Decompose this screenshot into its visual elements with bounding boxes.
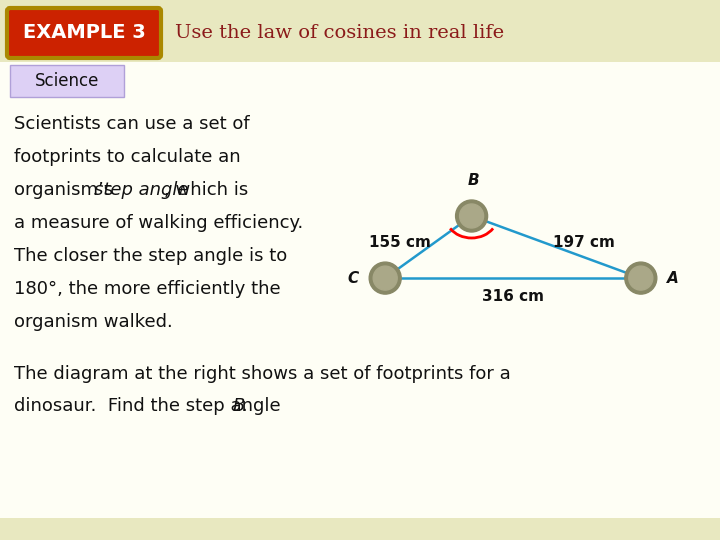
- Text: EXAMPLE 3: EXAMPLE 3: [22, 24, 145, 43]
- Text: The closer the step angle is to: The closer the step angle is to: [14, 247, 287, 265]
- FancyBboxPatch shape: [10, 65, 124, 97]
- Text: B: B: [233, 397, 245, 415]
- Text: a measure of walking efficiency.: a measure of walking efficiency.: [14, 214, 303, 232]
- Circle shape: [459, 204, 484, 228]
- Text: footprints to calculate an: footprints to calculate an: [14, 148, 240, 166]
- Text: B: B: [468, 173, 480, 188]
- Text: .: .: [241, 397, 247, 415]
- FancyBboxPatch shape: [0, 518, 720, 540]
- Circle shape: [625, 262, 657, 294]
- Text: dinosaur.  Find the step angle: dinosaur. Find the step angle: [14, 397, 287, 415]
- Text: organism walked.: organism walked.: [14, 313, 173, 331]
- Circle shape: [373, 266, 397, 290]
- FancyBboxPatch shape: [7, 8, 161, 58]
- Text: A: A: [667, 271, 678, 286]
- Text: Use the law of cosines in real life: Use the law of cosines in real life: [175, 24, 504, 42]
- Text: C: C: [348, 271, 359, 286]
- Text: 316 cm: 316 cm: [482, 288, 544, 303]
- FancyBboxPatch shape: [0, 0, 720, 62]
- Text: step angle: step angle: [94, 181, 189, 199]
- Text: organism’s: organism’s: [14, 181, 119, 199]
- Text: Science: Science: [35, 72, 99, 90]
- Circle shape: [369, 262, 401, 294]
- Circle shape: [629, 266, 653, 290]
- Text: 197 cm: 197 cm: [553, 234, 615, 249]
- Text: Scientists can use a set of: Scientists can use a set of: [14, 115, 250, 133]
- Text: The diagram at the right shows a set of footprints for a: The diagram at the right shows a set of …: [14, 365, 510, 383]
- FancyBboxPatch shape: [0, 62, 720, 518]
- Text: 180°, the more efficiently the: 180°, the more efficiently the: [14, 280, 281, 298]
- Text: 155 cm: 155 cm: [369, 234, 431, 249]
- Text: , which is: , which is: [164, 181, 248, 199]
- Circle shape: [456, 200, 487, 232]
